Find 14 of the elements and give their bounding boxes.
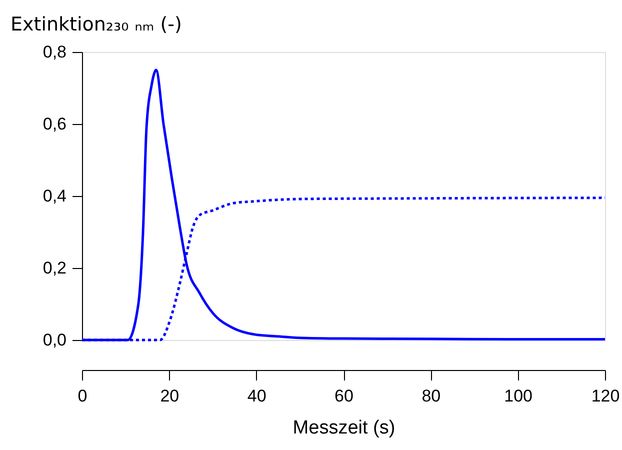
- x-tick-label: 60: [334, 386, 354, 406]
- x-tick-label: 80: [422, 386, 441, 406]
- x-axis-title: Messzeit (s): [292, 418, 396, 438]
- x-tick-label: 0: [78, 386, 88, 406]
- y-tick-label: 0,6: [42, 114, 66, 134]
- x-tick-label: 40: [247, 386, 266, 406]
- y-tick-label: 0,4: [42, 186, 66, 206]
- y-tick-label: 0,8: [42, 42, 66, 62]
- x-tick-label: 20: [160, 386, 180, 406]
- x-tick-label: 120: [591, 386, 620, 406]
- x-tick-label: 100: [504, 386, 533, 406]
- y-tick-label: 0,2: [42, 258, 66, 278]
- y-tick-label: 0,0: [42, 330, 66, 350]
- y-axis-title: Extinktion₂₃₀ ₙₘ (-): [10, 14, 182, 36]
